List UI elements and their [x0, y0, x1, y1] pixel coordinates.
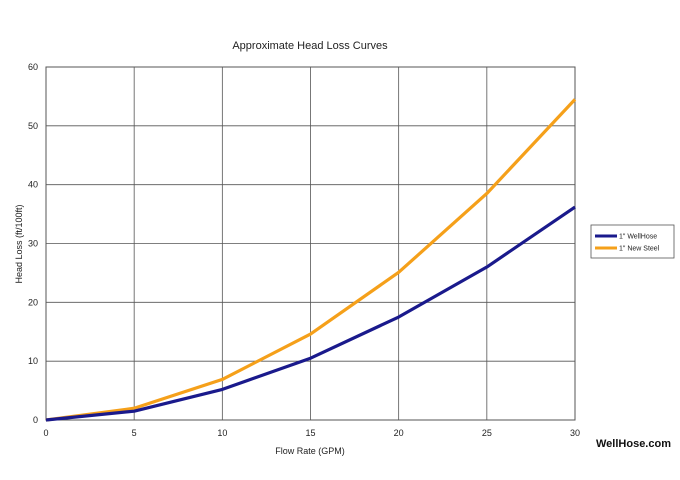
series-line — [45, 205, 576, 422]
y-tick-label: 50 — [28, 121, 38, 131]
grid — [45, 66, 576, 421]
y-tick-label: 60 — [28, 62, 38, 72]
y-tick-label: 20 — [28, 297, 38, 307]
series-lines — [45, 98, 577, 422]
y-tick-label: 10 — [28, 356, 38, 366]
watermark-text: WellHose.com — [596, 438, 671, 450]
y-tick-label: 0 — [33, 415, 38, 425]
x-tick-label: 0 — [43, 428, 48, 438]
legend-label: 1" New Steel — [619, 246, 660, 253]
legend: 1" WellHose 1" New Steel — [590, 224, 675, 259]
x-axis-label: Flow Rate (GPM) — [275, 446, 345, 456]
x-tick-label: 15 — [305, 428, 315, 438]
y-tick-label: 40 — [28, 180, 38, 190]
x-tick-label: 10 — [217, 428, 227, 438]
series-line — [45, 98, 577, 422]
x-tick-label: 25 — [482, 428, 492, 438]
plot-frame — [45, 66, 576, 421]
legend-box — [590, 224, 675, 259]
x-tick-label: 20 — [394, 428, 404, 438]
x-tick-label: 5 — [132, 428, 137, 438]
x-tick-label: 30 — [570, 428, 580, 438]
y-axis-label: Head Loss (ft/100ft) — [14, 204, 24, 283]
legend-label: 1" WellHose — [619, 234, 657, 241]
x-tick-labels: 0 5 10 15 20 25 30 — [43, 428, 580, 438]
y-tick-labels: 0 10 20 30 40 50 60 — [28, 62, 38, 425]
y-tick-label: 30 — [28, 239, 38, 249]
chart-title: Approximate Head Loss Curves — [232, 40, 388, 52]
